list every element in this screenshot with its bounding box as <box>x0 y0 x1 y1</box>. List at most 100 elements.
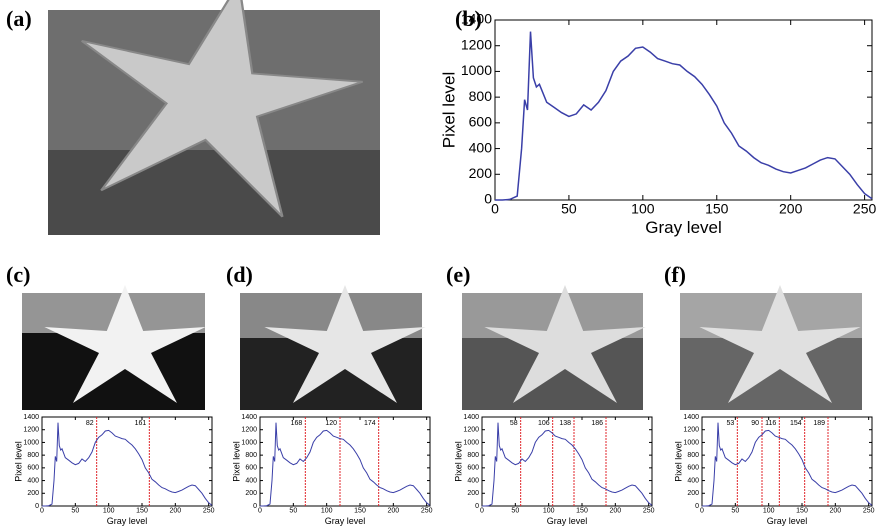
y-tick-label: 200 <box>27 490 39 497</box>
y-tick-label: 1000 <box>241 439 257 446</box>
x-tick-label: 0 <box>40 508 44 515</box>
y-tick-label: 800 <box>469 88 493 104</box>
plot-frame <box>495 20 872 200</box>
threshold-label: 189 <box>813 420 825 427</box>
x-tick-label: 150 <box>705 200 729 216</box>
y-tick-label: 600 <box>687 465 699 472</box>
y-tick-label: 0 <box>475 503 479 510</box>
panel-label: (f) <box>664 262 686 287</box>
x-tick-label: 100 <box>321 508 333 515</box>
threshold-label: 58 <box>510 420 518 427</box>
x-tick-label: 150 <box>796 508 808 515</box>
x-tick-label: 200 <box>829 508 841 515</box>
y-tick-label: 400 <box>687 477 699 484</box>
x-axis-label: Gray level <box>645 218 722 237</box>
x-tick-label: 100 <box>103 508 115 515</box>
y-tick-label: 1200 <box>461 36 492 52</box>
histogram-line <box>482 423 652 506</box>
plot-frame <box>482 417 652 506</box>
x-tick-label: 250 <box>863 508 875 515</box>
y-axis-label: Pixel level <box>454 441 464 482</box>
x-tick-label: 0 <box>258 508 262 515</box>
threshold-label: 82 <box>86 420 94 427</box>
y-tick-label: 400 <box>27 477 39 484</box>
x-tick-label: 50 <box>71 508 79 515</box>
y-tick-label: 600 <box>245 465 257 472</box>
x-tick-label: 250 <box>203 508 215 515</box>
y-tick-label: 400 <box>245 477 257 484</box>
x-tick-label: 200 <box>169 508 181 515</box>
photo-d <box>240 285 426 410</box>
plot-frame <box>260 417 430 506</box>
y-tick-label: 1400 <box>241 414 257 421</box>
y-tick-label: 1000 <box>23 439 39 446</box>
x-tick-label: 250 <box>421 508 433 515</box>
y-tick-label: 1200 <box>683 427 699 434</box>
photo-a <box>48 0 380 235</box>
histogram-line <box>260 423 430 506</box>
threshold-label: 168 <box>291 420 303 427</box>
histogram-line <box>495 32 872 200</box>
threshold-label: 138 <box>559 420 571 427</box>
plot-frame <box>702 417 872 506</box>
y-tick-label: 0 <box>35 503 39 510</box>
y-tick-label: 0 <box>253 503 257 510</box>
photo-e <box>462 285 646 410</box>
x-tick-label: 100 <box>543 508 555 515</box>
y-tick-label: 800 <box>245 452 257 459</box>
x-tick-label: 100 <box>631 200 655 216</box>
plot-frame <box>42 417 212 506</box>
x-tick-label: 200 <box>609 508 621 515</box>
x-tick-label: 0 <box>480 508 484 515</box>
photo-c <box>22 285 206 410</box>
x-axis-label: Gray level <box>107 516 148 526</box>
y-tick-label: 200 <box>687 490 699 497</box>
y-tick-label: 1200 <box>23 427 39 434</box>
photo-f <box>680 285 862 410</box>
y-tick-label: 800 <box>687 452 699 459</box>
x-tick-label: 100 <box>763 508 775 515</box>
threshold-label: 116 <box>765 420 776 427</box>
x-axis-label: Gray level <box>547 516 588 526</box>
y-axis-label: Pixel level <box>14 441 24 482</box>
y-tick-label: 1200 <box>463 427 479 434</box>
x-tick-label: 0 <box>491 200 499 216</box>
y-tick-label: 1400 <box>463 414 479 421</box>
x-tick-label: 0 <box>700 508 704 515</box>
y-tick-label: 1000 <box>463 439 479 446</box>
x-tick-label: 50 <box>289 508 297 515</box>
y-axis-label: Pixel level <box>439 72 458 149</box>
threshold-label: 174 <box>364 420 376 427</box>
x-tick-label: 200 <box>779 200 803 216</box>
x-axis-label: Gray level <box>767 516 808 526</box>
x-tick-label: 50 <box>511 508 519 515</box>
x-axis-label: Gray level <box>325 516 366 526</box>
panel-label: (a) <box>6 6 32 31</box>
x-tick-label: 150 <box>354 508 366 515</box>
x-tick-label: 250 <box>643 508 655 515</box>
y-tick-label: 200 <box>469 165 493 181</box>
figure: (a) (b) (c) (d) (e) (f) 0200400600800100… <box>0 0 876 530</box>
x-tick-label: 150 <box>576 508 588 515</box>
y-tick-label: 1400 <box>461 11 492 27</box>
y-tick-label: 600 <box>469 114 493 130</box>
threshold-label: 90 <box>751 420 759 427</box>
histogram-line <box>42 423 212 506</box>
threshold-label: 53 <box>727 420 735 427</box>
y-tick-label: 1000 <box>683 439 699 446</box>
y-tick-label: 1000 <box>461 62 492 78</box>
y-tick-label: 800 <box>27 452 39 459</box>
y-axis-label: Pixel level <box>232 441 242 482</box>
x-tick-label: 200 <box>387 508 399 515</box>
y-tick-label: 0 <box>695 503 699 510</box>
threshold-label: 161 <box>135 420 147 427</box>
y-tick-label: 1400 <box>23 414 39 421</box>
y-tick-label: 600 <box>467 465 479 472</box>
y-tick-label: 800 <box>467 452 479 459</box>
y-tick-label: 600 <box>27 465 39 472</box>
panel-label: (d) <box>226 262 253 287</box>
panel-label: (c) <box>6 262 30 287</box>
y-tick-label: 200 <box>467 490 479 497</box>
threshold-label: 154 <box>790 420 802 427</box>
y-tick-label: 400 <box>469 139 493 155</box>
